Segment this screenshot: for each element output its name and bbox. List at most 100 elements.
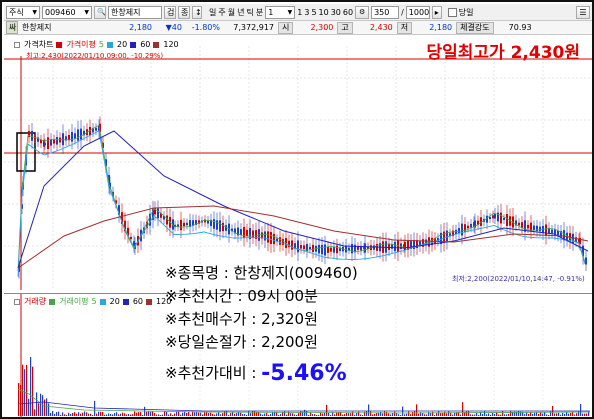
candle-body	[333, 246, 335, 253]
volume-bar	[98, 411, 100, 416]
volume-bar	[236, 413, 238, 416]
tab-week[interactable]: 주	[218, 7, 226, 17]
candle-body	[509, 216, 511, 226]
volume-bar	[514, 411, 516, 416]
minute-option-60[interactable]: 60	[342, 7, 354, 17]
candle-body	[127, 227, 129, 237]
candle-body	[492, 215, 494, 219]
volume-bar	[370, 411, 372, 416]
count-total[interactable]: 1000	[405, 5, 430, 19]
quote-icon[interactable]: 싸	[6, 21, 18, 34]
candle-body	[294, 243, 296, 249]
volume-bar	[314, 414, 316, 416]
candle-body	[183, 222, 185, 227]
volume-bar	[42, 395, 44, 416]
legend-vol-ma20-icon	[99, 298, 106, 305]
low-label: 저	[396, 21, 413, 34]
candle-body	[425, 239, 427, 246]
minute-option-30[interactable]: 30	[330, 7, 341, 17]
volume-bar	[412, 411, 414, 416]
volume-bar	[580, 404, 582, 416]
minute-option-10[interactable]: 10	[318, 7, 329, 17]
candle-body	[318, 244, 320, 254]
volume-bar	[38, 403, 40, 416]
volume-bar	[208, 412, 210, 416]
tab-tick[interactable]: 틱	[246, 7, 254, 17]
tab-year[interactable]: 년	[237, 7, 245, 17]
candle-body	[246, 229, 248, 237]
volume-bar	[564, 413, 566, 416]
candle-body	[306, 243, 308, 252]
candle-body	[391, 244, 393, 249]
volume-bar	[558, 412, 560, 416]
volume-bar	[124, 413, 126, 416]
price-chart-pane[interactable]: 가격차트 가격이평 5 20 60 120 최고:2,430(2022/01/1…	[4, 36, 592, 290]
candle-body	[530, 222, 532, 232]
volume-bar	[346, 412, 348, 416]
volume-bar	[110, 413, 112, 416]
volume-bar	[326, 404, 328, 416]
volume-bar	[164, 411, 166, 416]
volume-bar	[588, 411, 590, 416]
volume-bar	[316, 414, 318, 416]
spin-icon[interactable]: ↕	[192, 5, 202, 19]
volume-bar	[28, 398, 30, 416]
minute-option-1[interactable]: 1	[297, 7, 303, 17]
volume-legend-title: 거래량	[24, 297, 47, 306]
candle-body	[31, 130, 33, 141]
menu-icon[interactable]: ☰	[576, 5, 590, 19]
volume-bar	[158, 414, 160, 416]
today-checkbox[interactable]	[447, 7, 457, 17]
search-button[interactable]: 검	[164, 5, 176, 19]
volume-bar	[520, 411, 522, 416]
volume-bar	[486, 414, 488, 416]
volume-bar	[206, 412, 208, 416]
settings-icon[interactable]: ⚙	[355, 5, 370, 19]
volume-bar	[356, 412, 358, 416]
volume-bar	[338, 412, 340, 416]
volume-bar	[242, 414, 244, 416]
minute-select[interactable]: 1 ▼	[265, 5, 296, 19]
next-icon[interactable]: ▸	[431, 5, 442, 19]
volume-bar	[562, 412, 564, 416]
volume-bar	[378, 412, 380, 416]
count-input[interactable]: 350	[371, 5, 400, 19]
candle-body	[579, 237, 581, 245]
volume-bar	[226, 411, 228, 416]
volume-bar	[82, 412, 84, 416]
volume-bar	[320, 412, 322, 416]
tab-month[interactable]: 월	[227, 7, 236, 17]
candle-body	[303, 245, 305, 250]
count-value: 350	[374, 7, 390, 17]
volume-bar	[294, 414, 296, 416]
candle-body	[297, 240, 299, 253]
candle-body	[71, 131, 73, 142]
strength-label: 체결강도	[456, 21, 494, 34]
volume-chart-pane[interactable]: 거래량 거래이평 5 20 60 120	[4, 293, 592, 418]
headline-text: 당일최고가 2,430원	[426, 43, 580, 63]
extra-button[interactable]: 종	[178, 5, 190, 19]
tab-minute[interactable]: 분	[255, 7, 264, 17]
market-select[interactable]: 주식 ▼	[6, 5, 40, 19]
volume-bar	[274, 412, 276, 416]
candle-body	[524, 220, 526, 232]
minute-option-5[interactable]: 5	[311, 7, 317, 17]
current-price: 2,180	[129, 23, 152, 32]
volume-bar	[460, 414, 462, 416]
volume-bar	[482, 413, 484, 416]
candle-body	[419, 240, 421, 247]
minute-option-3[interactable]: 3	[304, 7, 310, 17]
volume-bar	[362, 414, 364, 416]
code-input[interactable]: 009460 ▼	[42, 5, 92, 19]
candle-body	[394, 241, 396, 252]
vol-ma60-line	[17, 401, 590, 412]
volume-bar	[400, 414, 402, 416]
candle-body	[240, 229, 242, 235]
candle-body	[455, 229, 457, 235]
candle-body	[554, 229, 556, 235]
candle-body	[146, 221, 148, 229]
search-icon[interactable]: 🔍	[94, 5, 106, 19]
volume-bar	[50, 412, 52, 416]
chevron-down-icon: ▼	[287, 8, 293, 16]
tab-day[interactable]: 일	[209, 7, 217, 17]
